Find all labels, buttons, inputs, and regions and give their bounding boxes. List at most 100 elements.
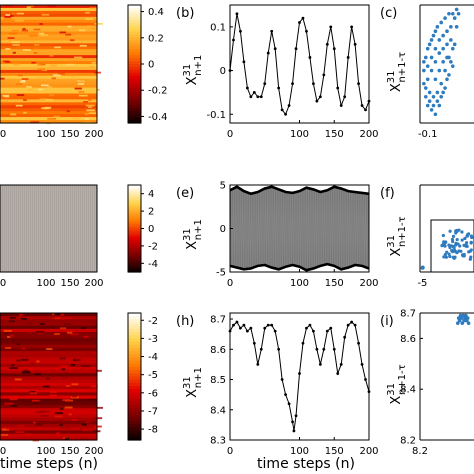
ytick-label: 8.6 xyxy=(210,345,226,356)
colorbar-band xyxy=(128,408,141,413)
heatmap-cell xyxy=(4,16,12,18)
heatmap-row xyxy=(0,55,97,59)
data-point xyxy=(308,56,312,59)
heatmap-cell xyxy=(67,331,73,334)
heatmap-row xyxy=(0,120,97,124)
data-point xyxy=(466,321,471,325)
data-point xyxy=(456,321,460,325)
heatmap-cell xyxy=(77,79,85,82)
data-point xyxy=(259,347,263,351)
data-point xyxy=(232,38,235,42)
plot-c: -0.1 (c) X31n+1-τ xyxy=(380,4,474,140)
heatmap-stripe xyxy=(88,185,89,272)
heatmap-cell xyxy=(87,9,91,12)
heatmap-cell xyxy=(1,428,7,431)
data-point xyxy=(301,16,305,20)
heatmap-stripe xyxy=(24,185,25,272)
inset-point xyxy=(445,250,449,254)
data-point xyxy=(427,99,432,103)
data-point xyxy=(235,12,239,16)
colorbar-band xyxy=(128,52,141,56)
data-point xyxy=(445,55,449,60)
heatmap-stripe xyxy=(42,185,43,272)
heatmap-cell xyxy=(5,48,11,50)
heatmap-cell xyxy=(11,364,15,367)
heatmap-cell xyxy=(30,5,34,8)
heatmap-cell xyxy=(47,117,57,120)
heatmap-cell xyxy=(35,411,43,414)
data-point xyxy=(256,95,260,99)
data-point xyxy=(339,363,343,366)
colorbar-tick-label: -5 xyxy=(148,370,158,381)
data-point xyxy=(357,82,360,86)
series-line xyxy=(229,13,370,116)
heatmap-row xyxy=(0,61,97,65)
heatmap-row xyxy=(0,64,97,68)
inset-point xyxy=(469,248,473,252)
heatmap-row xyxy=(0,389,97,393)
heatmap-row xyxy=(0,430,97,435)
heatmap-cell xyxy=(59,357,66,360)
data-point xyxy=(454,25,459,29)
data-point xyxy=(245,329,249,333)
data-point xyxy=(263,82,267,86)
data-point xyxy=(450,64,455,68)
heatmap-stripe xyxy=(10,185,11,272)
heatmap-stripe xyxy=(94,185,95,272)
heatmap-row xyxy=(0,78,97,83)
heatmap-stripe xyxy=(36,185,37,272)
data-point xyxy=(425,77,430,82)
heatmap-cell xyxy=(27,48,34,50)
data-point xyxy=(437,51,442,55)
colorbar-band xyxy=(128,117,141,121)
colorbar-band xyxy=(128,46,141,50)
colorbar-band xyxy=(128,360,141,365)
colorbar-band xyxy=(128,105,141,109)
heatmap-stripe xyxy=(32,185,33,272)
colorbar-tick-label: -6 xyxy=(148,388,158,399)
colorbar-band xyxy=(128,382,141,387)
heatmap-cell xyxy=(3,329,12,332)
heatmap-cell xyxy=(21,347,26,350)
heatmap-cell xyxy=(61,368,66,371)
panel-label-c: (c) xyxy=(380,6,397,21)
heatmap-cell xyxy=(21,29,28,32)
panel-label-i: (i) xyxy=(380,314,394,329)
data-point xyxy=(252,341,256,345)
heatmap-cell xyxy=(88,99,92,101)
colorbar-band xyxy=(128,250,141,254)
data-point xyxy=(420,265,425,270)
data-point xyxy=(427,90,432,95)
heatmap-cell xyxy=(56,432,60,435)
heatmap-stripe xyxy=(28,185,29,272)
data-point xyxy=(429,38,434,42)
heatmap-cell xyxy=(8,32,18,35)
heatmap-cell xyxy=(78,79,87,81)
heatmap-cell xyxy=(9,367,18,369)
heatmap-cell xyxy=(64,336,74,339)
data-point xyxy=(443,86,447,90)
heatmap-cell xyxy=(89,398,97,401)
data-point xyxy=(315,99,319,103)
heatmap-stripe xyxy=(62,185,63,272)
heatmap-cell xyxy=(85,421,91,424)
heatmap-cell xyxy=(47,5,56,8)
heatmap-cell xyxy=(12,44,20,46)
colorbar-band xyxy=(128,185,141,188)
heatmap-row xyxy=(0,427,97,432)
colorbar-band xyxy=(128,411,141,416)
heatmap-stripe xyxy=(66,185,67,272)
xtick-label: 8.2 xyxy=(412,446,428,457)
xtick-label: 200 xyxy=(359,129,378,140)
heatmap-cell xyxy=(11,29,19,32)
colorbar-band xyxy=(128,215,141,219)
heatmap-cell xyxy=(41,13,50,16)
heatmap-cell xyxy=(46,348,53,351)
colorbar-band xyxy=(128,338,141,343)
heatmap-cell xyxy=(21,78,29,80)
heatmap-row xyxy=(0,31,97,36)
heatmap-stripe xyxy=(86,185,87,272)
colorbar-band xyxy=(128,22,141,27)
heatmap-a-xtick: 0 xyxy=(0,129,6,140)
heatmap-cell xyxy=(89,7,98,10)
